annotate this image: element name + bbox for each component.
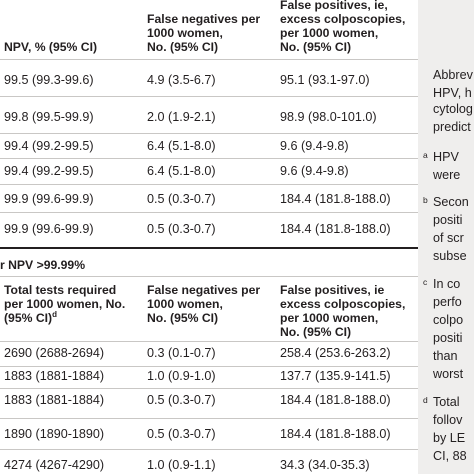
- npv-cell: 99.9 (99.6-99.9): [4, 192, 94, 206]
- false-positives-cell: 95.1 (93.1-97.0): [280, 73, 370, 87]
- row-divider: [0, 133, 418, 134]
- false-negatives-cell: 1.0 (0.9-1.0): [147, 369, 216, 383]
- footnote-text: cytolog: [433, 102, 473, 116]
- false-negatives-cell: 0.5 (0.3-0.7): [147, 427, 216, 441]
- false-negatives-cell: 6.4 (5.1-8.0): [147, 139, 216, 153]
- footnote-text: colpo: [433, 313, 464, 327]
- false-positives-cell: 9.6 (9.4-9.8): [280, 164, 349, 178]
- false-negatives-cell: 2.0 (1.9-2.1): [147, 110, 216, 124]
- footnote-text: Abbrev: [433, 68, 473, 82]
- row-divider: [0, 212, 418, 213]
- header-total-tests: Total tests required per 1000 women, No.…: [4, 283, 126, 325]
- header-divider: [0, 341, 418, 342]
- footnote-text: HPV: [433, 150, 459, 164]
- header-divider: [0, 59, 418, 60]
- header-npv: NPV, % (95% CI): [4, 40, 98, 54]
- footnote-text: perfo: [433, 295, 462, 309]
- section-title-divider: [0, 276, 418, 277]
- section-rule: [0, 247, 418, 249]
- false-positives-cell: 137.7 (135.9-141.5): [280, 369, 391, 383]
- row-divider: [0, 184, 418, 185]
- footnote-text: than: [433, 349, 458, 363]
- false-negatives-cell: 4.9 (3.5-6.7): [147, 73, 216, 87]
- false-negatives-cell: 1.0 (0.9-1.1): [147, 458, 216, 472]
- footnote-text: subse: [433, 249, 467, 263]
- footnote-text: HPV, h: [433, 86, 472, 100]
- row-divider: [0, 158, 418, 159]
- total-tests-cell: 1883 (1881-1884): [4, 369, 105, 383]
- footnote-text: by LE: [433, 431, 466, 445]
- false-positives-cell: 258.4 (253.6-263.2): [280, 346, 391, 360]
- total-tests-cell: 1890 (1890-1890): [4, 427, 105, 441]
- header-false-positives: False positives, ie, excess colposcopies…: [280, 0, 406, 54]
- footnote-text: Total: [433, 395, 460, 409]
- false-negatives-cell: 0.5 (0.3-0.7): [147, 222, 216, 236]
- false-negatives-cell: 0.3 (0.1-0.7): [147, 346, 216, 360]
- false-positives-cell: 184.4 (181.8-188.0): [280, 427, 391, 441]
- footnote-text: predict: [433, 120, 471, 134]
- npv-cell: 99.4 (99.2-99.5): [4, 164, 94, 178]
- footnote-mark: d: [423, 395, 428, 405]
- footnote-text: Secon: [433, 195, 469, 209]
- footnote-text: follov: [433, 413, 463, 427]
- false-negatives-cell: 0.5 (0.3-0.7): [147, 393, 216, 407]
- total-tests-cell: 2690 (2688-2694): [4, 346, 105, 360]
- npv-cell: 99.9 (99.6-99.9): [4, 222, 94, 236]
- total-tests-cell: 1883 (1881-1884): [4, 393, 105, 407]
- footnote-text: positi: [433, 331, 463, 345]
- false-positives-cell: 98.9 (98.0-101.0): [280, 110, 377, 124]
- results-table: NPV, % (95% CI) False negatives per 1000…: [0, 0, 418, 472]
- false-negatives-cell: 0.5 (0.3-0.7): [147, 192, 216, 206]
- false-positives-cell: 9.6 (9.4-9.8): [280, 139, 349, 153]
- header-false-positives: False positives, ie excess colposcopies,…: [280, 283, 406, 339]
- total-tests-cell: 4274 (4267-4290): [4, 458, 105, 472]
- footnote-mark-d: d: [52, 309, 57, 319]
- row-divider: [0, 388, 418, 389]
- header-false-negatives: False negatives per 1000 women, No. (95%…: [147, 12, 261, 54]
- npv-cell: 99.8 (99.5-99.9): [4, 110, 94, 124]
- false-negatives-cell: 6.4 (5.1-8.0): [147, 164, 216, 178]
- footnote-text: of scr: [433, 231, 464, 245]
- row-divider: [0, 449, 418, 450]
- false-positives-cell: 184.4 (181.8-188.0): [280, 393, 391, 407]
- row-divider: [0, 96, 418, 97]
- header-false-negatives: False negatives per 1000 women, No. (95%…: [147, 283, 261, 325]
- footnote-text: were: [433, 168, 461, 182]
- footnote-text: In co: [433, 277, 461, 291]
- footnote-mark: a: [423, 150, 428, 160]
- footnote-mark: c: [423, 277, 428, 287]
- npv-cell: 99.4 (99.2-99.5): [4, 139, 94, 153]
- false-positives-cell: 184.4 (181.8-188.0): [280, 192, 391, 206]
- footnote-mark: b: [423, 195, 428, 205]
- row-divider: [0, 418, 418, 419]
- false-positives-cell: 34.3 (34.0-35.3): [280, 458, 370, 472]
- footnote-text: worst: [433, 367, 464, 381]
- footnotes-panel: Abbrev HPV, h cytolog predict HPV a were Secon…: [418, 0, 474, 474]
- footnote-text: positi: [433, 213, 463, 227]
- section-title: r NPV >99.99%: [0, 258, 86, 272]
- false-positives-cell: 184.4 (181.8-188.0): [280, 222, 391, 236]
- row-divider: [0, 366, 418, 367]
- npv-cell: 99.5 (99.3-99.6): [4, 73, 94, 87]
- footnote-text: CI, 88: [433, 449, 467, 463]
